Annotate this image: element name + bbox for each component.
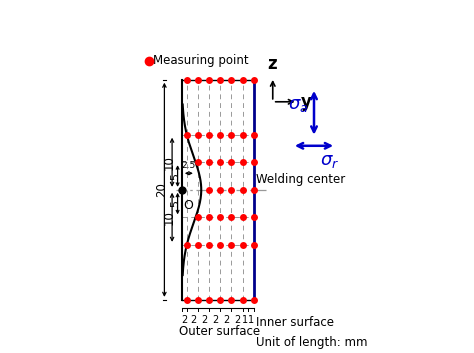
Text: y: y bbox=[301, 93, 312, 111]
Text: 2.5: 2.5 bbox=[182, 161, 196, 170]
Text: 2: 2 bbox=[223, 315, 229, 325]
Text: $\sigma_a$: $\sigma_a$ bbox=[288, 96, 309, 114]
Text: 20: 20 bbox=[155, 183, 168, 197]
Text: Welding center: Welding center bbox=[256, 173, 346, 186]
Text: 2: 2 bbox=[234, 315, 240, 325]
Text: Inner surface: Inner surface bbox=[255, 316, 334, 329]
Text: Measuring point: Measuring point bbox=[153, 54, 248, 67]
Text: Outer surface: Outer surface bbox=[179, 324, 260, 337]
Text: 2: 2 bbox=[201, 315, 207, 325]
Text: z: z bbox=[267, 55, 277, 73]
Text: 1: 1 bbox=[242, 315, 248, 325]
Text: $\sigma_r$: $\sigma_r$ bbox=[319, 152, 339, 170]
Text: 1: 1 bbox=[248, 315, 254, 325]
Text: 2: 2 bbox=[190, 315, 196, 325]
Text: 5: 5 bbox=[170, 200, 181, 207]
Text: 2: 2 bbox=[182, 315, 188, 325]
Text: Unit of length: mm: Unit of length: mm bbox=[255, 336, 367, 348]
Text: 10: 10 bbox=[163, 210, 176, 225]
Text: 5: 5 bbox=[170, 173, 181, 180]
Text: O: O bbox=[183, 199, 193, 212]
Text: 10: 10 bbox=[163, 155, 176, 170]
Text: 2: 2 bbox=[212, 315, 218, 325]
